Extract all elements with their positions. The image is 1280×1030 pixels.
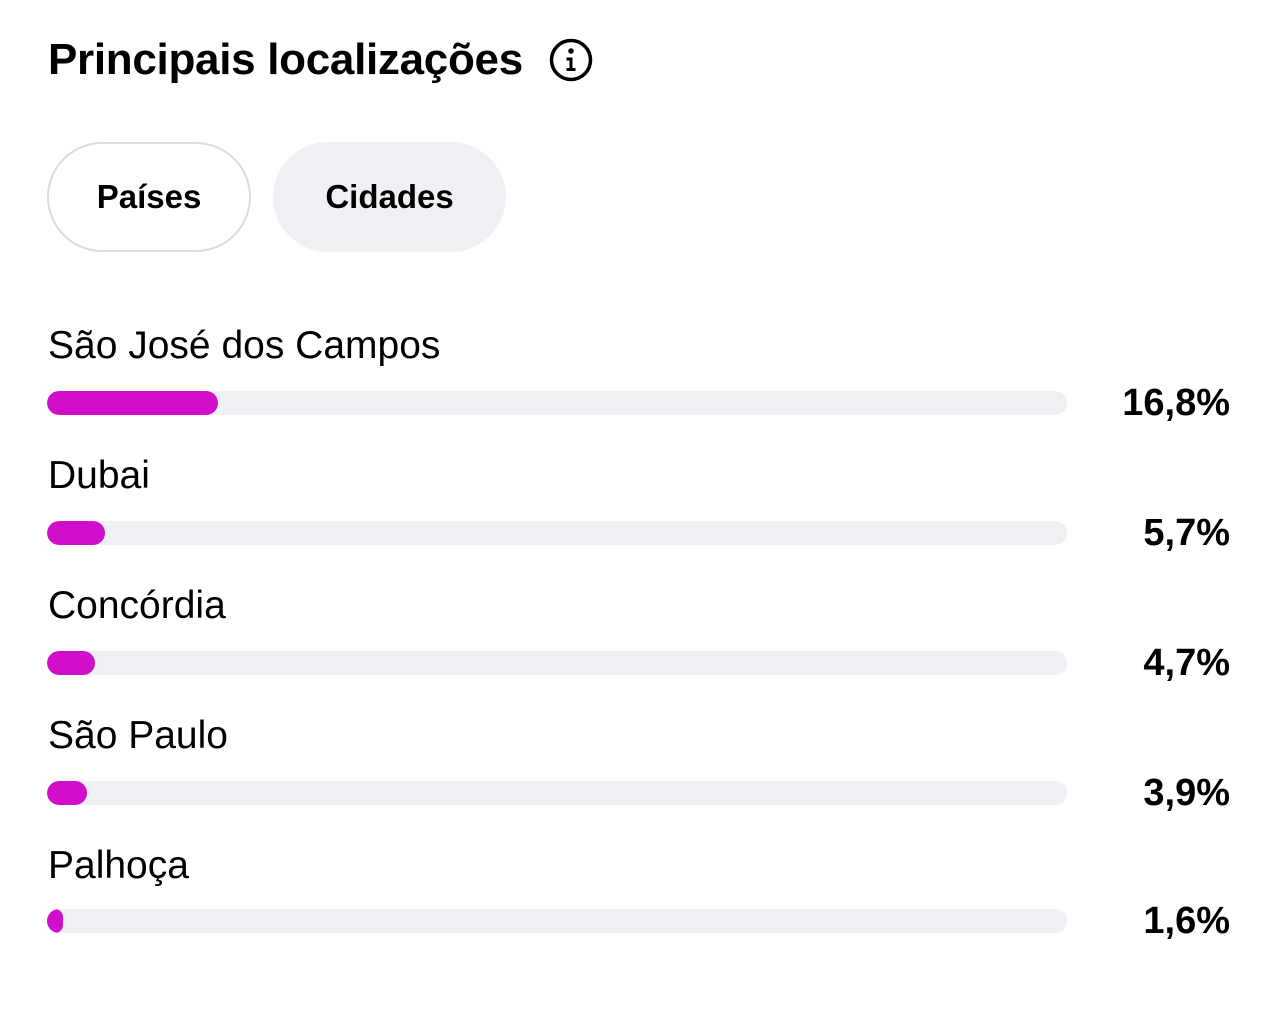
section-header: Principais localizações bbox=[48, 30, 593, 90]
percent-bar-track bbox=[47, 391, 1067, 415]
location-row: Palhoça 1,6% bbox=[0, 843, 1280, 953]
percent-bar-fill bbox=[47, 909, 64, 933]
location-percent: 3,9% bbox=[1143, 772, 1230, 814]
percent-bar-fill bbox=[47, 391, 219, 415]
percent-bar-track bbox=[47, 651, 1067, 675]
location-percent: 4,7% bbox=[1143, 642, 1230, 684]
percent-bar-track bbox=[47, 781, 1067, 805]
location-name: São José dos Campos bbox=[48, 324, 441, 367]
location-name: São Paulo bbox=[48, 714, 228, 757]
percent-bar-fill bbox=[47, 521, 106, 545]
location-row: Dubai 5,7% bbox=[0, 453, 1280, 563]
percent-bar-track bbox=[47, 909, 1067, 933]
percent-bar-fill bbox=[47, 651, 95, 675]
location-name: Dubai bbox=[48, 454, 150, 497]
location-percent: 5,7% bbox=[1143, 512, 1230, 554]
location-row: São Paulo 3,9% bbox=[0, 713, 1280, 823]
location-tabs: Países Cidades bbox=[47, 142, 506, 252]
tab-cidades[interactable]: Cidades bbox=[273, 142, 506, 252]
tab-cidades-label: Cidades bbox=[325, 178, 454, 215]
location-percent: 1,6% bbox=[1143, 900, 1230, 942]
location-row: Concórdia 4,7% bbox=[0, 583, 1280, 693]
location-row: São José dos Campos 16,8% bbox=[0, 323, 1280, 433]
location-name: Concórdia bbox=[48, 584, 226, 627]
tab-paises-label: Países bbox=[96, 178, 202, 215]
percent-bar-fill bbox=[47, 781, 87, 805]
location-percent: 16,8% bbox=[1122, 382, 1230, 424]
info-icon[interactable] bbox=[549, 38, 593, 82]
tab-paises[interactable]: Países bbox=[47, 142, 251, 252]
location-name: Palhoça bbox=[48, 844, 189, 887]
percent-bar-track bbox=[47, 521, 1067, 545]
page-title: Principais localizações bbox=[48, 35, 523, 84]
